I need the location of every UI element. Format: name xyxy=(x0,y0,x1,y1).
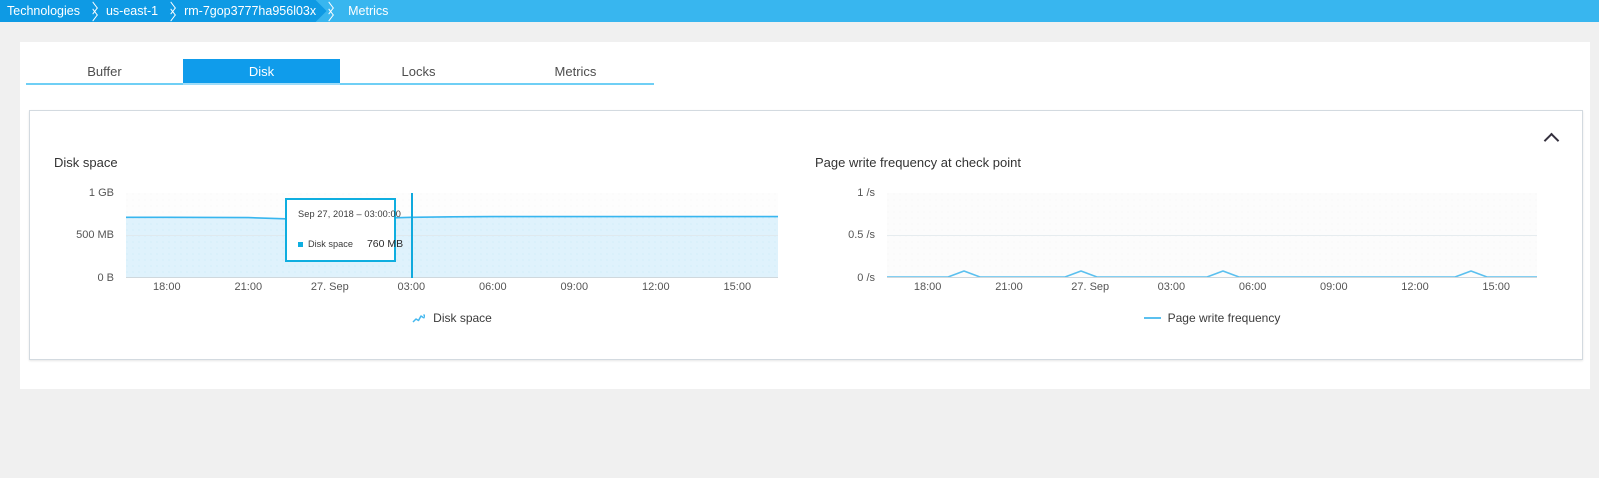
legend-page-write-frequency[interactable]: Page write frequency xyxy=(887,311,1537,325)
page-card: Buffer Disk Locks Metrics Disk space 1 G… xyxy=(20,42,1590,389)
y-tick-label: 1 /s xyxy=(857,187,875,199)
chart-title-page-write-frequency: Page write frequency at check point xyxy=(815,155,1021,170)
x-tick-label: 06:00 xyxy=(1238,281,1267,293)
chart-tooltip: Sep 27, 2018 – 03:00:00 Disk space 760 M… xyxy=(285,198,403,262)
x-axis-disk-space: 18:00 21:00 27. Sep 03:00 06:00 09:00 12… xyxy=(126,281,778,299)
y-tick-label: 500 MB xyxy=(76,229,114,241)
tab-bar: Buffer Disk Locks Metrics xyxy=(26,59,654,85)
plot-area-page-write-frequency: 1 /s 0.5 /s 0 /s xyxy=(815,187,1555,308)
x-tick-label: 21:00 xyxy=(995,281,1023,293)
x-tick-label: 21:00 xyxy=(234,281,263,293)
line-chart-icon xyxy=(412,313,426,324)
x-tick-label: 15:00 xyxy=(1482,281,1510,293)
chart-cursor-line xyxy=(411,193,414,278)
metrics-chart-panel: Disk space 1 GB 500 MB 0 B xyxy=(29,110,1583,360)
legend-disk-space[interactable]: Disk space xyxy=(126,311,778,325)
chart-title-disk-space: Disk space xyxy=(54,155,118,170)
tooltip-series-name: Disk space xyxy=(308,239,353,249)
tab-buffer[interactable]: Buffer xyxy=(26,59,183,85)
legend-label-disk-space: Disk space xyxy=(433,311,492,325)
breadcrumb-item-region[interactable]: us-east-1 xyxy=(105,4,159,18)
breadcrumb-active-strip xyxy=(0,0,311,22)
tab-disk[interactable]: Disk xyxy=(183,59,340,85)
x-tick-label: 09:00 xyxy=(1320,281,1348,293)
chevron-right-icon xyxy=(316,0,342,22)
tab-metrics[interactable]: Metrics xyxy=(497,59,654,85)
y-tick-label: 0.5 /s xyxy=(848,229,875,241)
disk-space-plot[interactable]: Sep 27, 2018 – 03:00:00 Disk space 760 M… xyxy=(126,193,778,283)
x-tick-label: 15:00 xyxy=(723,281,752,293)
y-tick-label: 0 B xyxy=(97,272,114,284)
tooltip-series-swatch xyxy=(298,241,303,247)
tooltip-series-value: 760 MB xyxy=(366,238,404,250)
tab-locks[interactable]: Locks xyxy=(340,59,497,85)
y-tick-label: 0 /s xyxy=(857,272,875,284)
y-axis-disk-space: 1 GB 500 MB 0 B xyxy=(54,187,120,284)
line-marker-icon xyxy=(1143,317,1161,319)
legend-label-page-write-frequency: Page write frequency xyxy=(1167,311,1281,325)
x-tick-label: 12:00 xyxy=(642,281,670,293)
charts-row: Disk space 1 GB 500 MB 0 B xyxy=(30,111,1582,359)
x-tick-label: 03:00 xyxy=(397,281,426,293)
chevron-right-icon xyxy=(158,0,184,22)
x-tick-label: 27. Sep xyxy=(310,281,349,293)
breadcrumb-bar: Technologies us-east-1 rm-7gop3777ha956l… xyxy=(0,0,1599,22)
breadcrumb-item-technologies[interactable]: Technologies xyxy=(7,4,80,18)
plot-area-disk-space: 1 GB 500 MB 0 B xyxy=(54,187,794,308)
disk-space-area xyxy=(126,216,778,278)
page-write-frequency-svg xyxy=(887,193,1537,283)
x-tick-label: 03:00 xyxy=(1157,281,1186,293)
x-tick-label: 12:00 xyxy=(1401,281,1429,293)
x-axis-page-write-frequency: 18:00 21:00 27. Sep 03:00 06:00 09:00 12… xyxy=(887,281,1537,299)
y-axis-page-write-frequency: 1 /s 0.5 /s 0 /s xyxy=(815,187,881,284)
tooltip-timestamp: Sep 27, 2018 – 03:00:00 xyxy=(298,209,401,219)
breadcrumb: Technologies us-east-1 rm-7gop3777ha956l… xyxy=(0,0,388,22)
x-tick-label: 18:00 xyxy=(153,281,181,293)
breadcrumb-item-metrics[interactable]: Metrics xyxy=(348,4,389,18)
y-tick-label: 1 GB xyxy=(88,187,114,199)
page-write-frequency-plot[interactable] xyxy=(887,193,1537,283)
x-tick-label: 09:00 xyxy=(560,281,589,293)
disk-space-line xyxy=(126,215,778,220)
disk-space-svg xyxy=(126,193,778,283)
chevron-right-icon xyxy=(80,0,106,22)
breadcrumb-item-instance[interactable]: rm-7gop3777ha956l03x xyxy=(184,4,317,18)
x-tick-label: 06:00 xyxy=(479,281,507,293)
x-tick-label: 18:00 xyxy=(913,281,942,293)
x-tick-label: 27. Sep xyxy=(1071,281,1110,293)
